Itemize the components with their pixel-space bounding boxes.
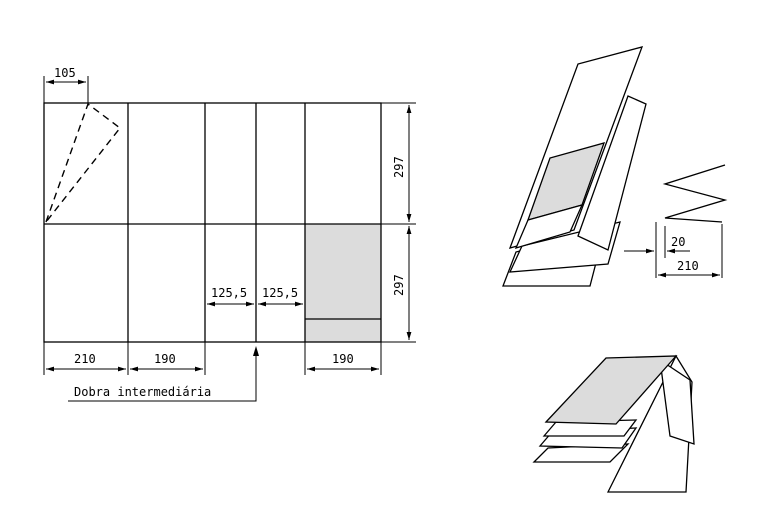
dimension-125-5-pair: 125,5 125,5 — [207, 286, 303, 307]
dim-text-125-5-right: 125,5 — [262, 286, 298, 300]
dimension-297-right: 297 297 — [381, 102, 416, 343]
flat-sheet — [43, 102, 382, 343]
shaded-pocket — [305, 224, 381, 342]
folder-3d-bottom — [532, 354, 695, 493]
zigzag-profile — [662, 164, 728, 223]
dim-text-105: 105 — [54, 66, 76, 80]
dimension-bottom: 210 190 190 — [43, 342, 382, 375]
dim-text-190-a: 190 — [154, 352, 176, 366]
dim-text-297-bottom: 297 — [392, 274, 406, 296]
dim-text-297-top: 297 — [392, 156, 406, 178]
dim-text-125-5-left: 125,5 — [211, 286, 247, 300]
dim-text-190-b: 190 — [332, 352, 354, 366]
dim-text-side-210: 210 — [677, 259, 699, 273]
dimension-105: 105 — [43, 66, 89, 103]
side-profile: 20 210 — [624, 164, 728, 278]
dashed-corner-fold — [45, 102, 121, 223]
intermediate-fold-label: Dobra intermediária — [74, 385, 211, 399]
dim-text-20: 20 — [671, 235, 685, 249]
intermediate-fold-callout: Dobra intermediária — [68, 346, 259, 402]
folder-3d-top — [502, 46, 647, 287]
dim-text-210: 210 — [74, 352, 96, 366]
sheet-outline — [43, 102, 382, 343]
